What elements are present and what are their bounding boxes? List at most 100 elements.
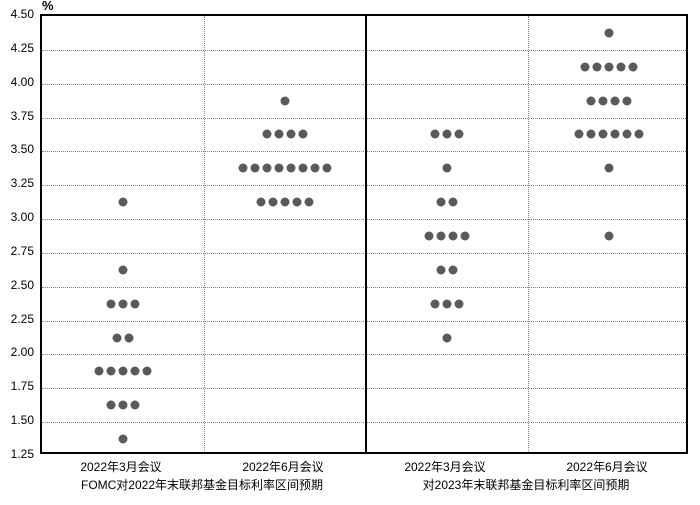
y-tick-label: 3.00	[0, 210, 34, 224]
group-label: 对2023年末联邦基金目标利率区间预期	[423, 476, 630, 493]
y-tick-label: 3.25	[0, 176, 34, 190]
h-gridline	[42, 50, 686, 51]
dot	[461, 232, 470, 241]
dot	[251, 164, 260, 173]
dot	[275, 164, 284, 173]
dot	[95, 367, 104, 376]
dot	[119, 401, 128, 410]
dot	[269, 198, 278, 207]
y-tick-label: 4.25	[0, 41, 34, 55]
dot	[599, 130, 608, 139]
y-tick-label: 3.50	[0, 142, 34, 156]
dot	[299, 130, 308, 139]
y-tick-label: 4.50	[0, 7, 34, 21]
dot	[605, 232, 614, 241]
dot	[623, 96, 632, 105]
dot	[311, 164, 320, 173]
dot	[125, 333, 134, 342]
category-label: 2022年6月会议	[242, 458, 323, 475]
dot	[119, 435, 128, 444]
dot	[143, 367, 152, 376]
v-gridline	[528, 16, 529, 452]
dot	[263, 164, 272, 173]
dot	[263, 130, 272, 139]
dot	[611, 130, 620, 139]
dot	[443, 299, 452, 308]
dot	[449, 265, 458, 274]
dot	[437, 198, 446, 207]
y-tick-label: 2.00	[0, 345, 34, 359]
dot	[443, 333, 452, 342]
category-label: 2022年3月会议	[404, 458, 485, 475]
dot	[449, 198, 458, 207]
h-gridline	[42, 321, 686, 322]
dot	[605, 164, 614, 173]
y-tick-label: 1.50	[0, 413, 34, 427]
y-tick-label: 1.75	[0, 379, 34, 393]
h-gridline	[42, 185, 686, 186]
category-label: 2022年6月会议	[566, 458, 647, 475]
h-gridline	[42, 151, 686, 152]
y-tick-label: 2.50	[0, 278, 34, 292]
v-center-divider	[365, 16, 367, 452]
dot	[605, 62, 614, 71]
dot	[119, 265, 128, 274]
y-unit-label: %	[42, 0, 54, 13]
dot	[131, 367, 140, 376]
dot	[629, 62, 638, 71]
dot	[587, 96, 596, 105]
dot	[293, 198, 302, 207]
h-gridline	[42, 84, 686, 85]
dot	[635, 130, 644, 139]
dot	[131, 299, 140, 308]
dot	[431, 130, 440, 139]
dot	[275, 130, 284, 139]
dot	[443, 164, 452, 173]
dot	[287, 164, 296, 173]
dot	[623, 130, 632, 139]
dot	[119, 198, 128, 207]
h-gridline	[42, 388, 686, 389]
h-gridline	[42, 354, 686, 355]
dot	[107, 367, 116, 376]
dot	[107, 299, 116, 308]
y-tick-label: 2.25	[0, 312, 34, 326]
dot	[119, 299, 128, 308]
dot	[107, 401, 116, 410]
dot	[581, 62, 590, 71]
dot	[449, 232, 458, 241]
dot	[455, 130, 464, 139]
dot	[119, 367, 128, 376]
h-gridline	[42, 118, 686, 119]
dot	[611, 96, 620, 105]
dot	[593, 62, 602, 71]
dot	[437, 232, 446, 241]
dot	[605, 28, 614, 37]
dot	[299, 164, 308, 173]
dot	[455, 299, 464, 308]
y-tick-label: 3.75	[0, 109, 34, 123]
y-tick-label: 1.25	[0, 447, 34, 461]
dot	[257, 198, 266, 207]
dot	[617, 62, 626, 71]
h-gridline	[42, 287, 686, 288]
group-label: FOMC对2022年末联邦基金目标利率区间预期	[81, 476, 323, 493]
dot	[287, 130, 296, 139]
plot-area	[40, 14, 688, 454]
dot	[305, 198, 314, 207]
dotplot-chart: % 1.25 1.50 1.75 2.00 2.25 2.50 2.75 3.00 3.25 3.…	[0, 0, 700, 505]
dot	[113, 333, 122, 342]
dot	[575, 130, 584, 139]
v-gridline	[204, 16, 205, 452]
y-tick-label: 2.75	[0, 244, 34, 258]
dot	[587, 130, 596, 139]
h-gridline	[42, 219, 686, 220]
dot	[425, 232, 434, 241]
dot	[431, 299, 440, 308]
h-gridline	[42, 422, 686, 423]
category-label: 2022年3月会议	[80, 458, 161, 475]
dot	[281, 96, 290, 105]
dot	[131, 401, 140, 410]
h-gridline	[42, 253, 686, 254]
dot	[323, 164, 332, 173]
